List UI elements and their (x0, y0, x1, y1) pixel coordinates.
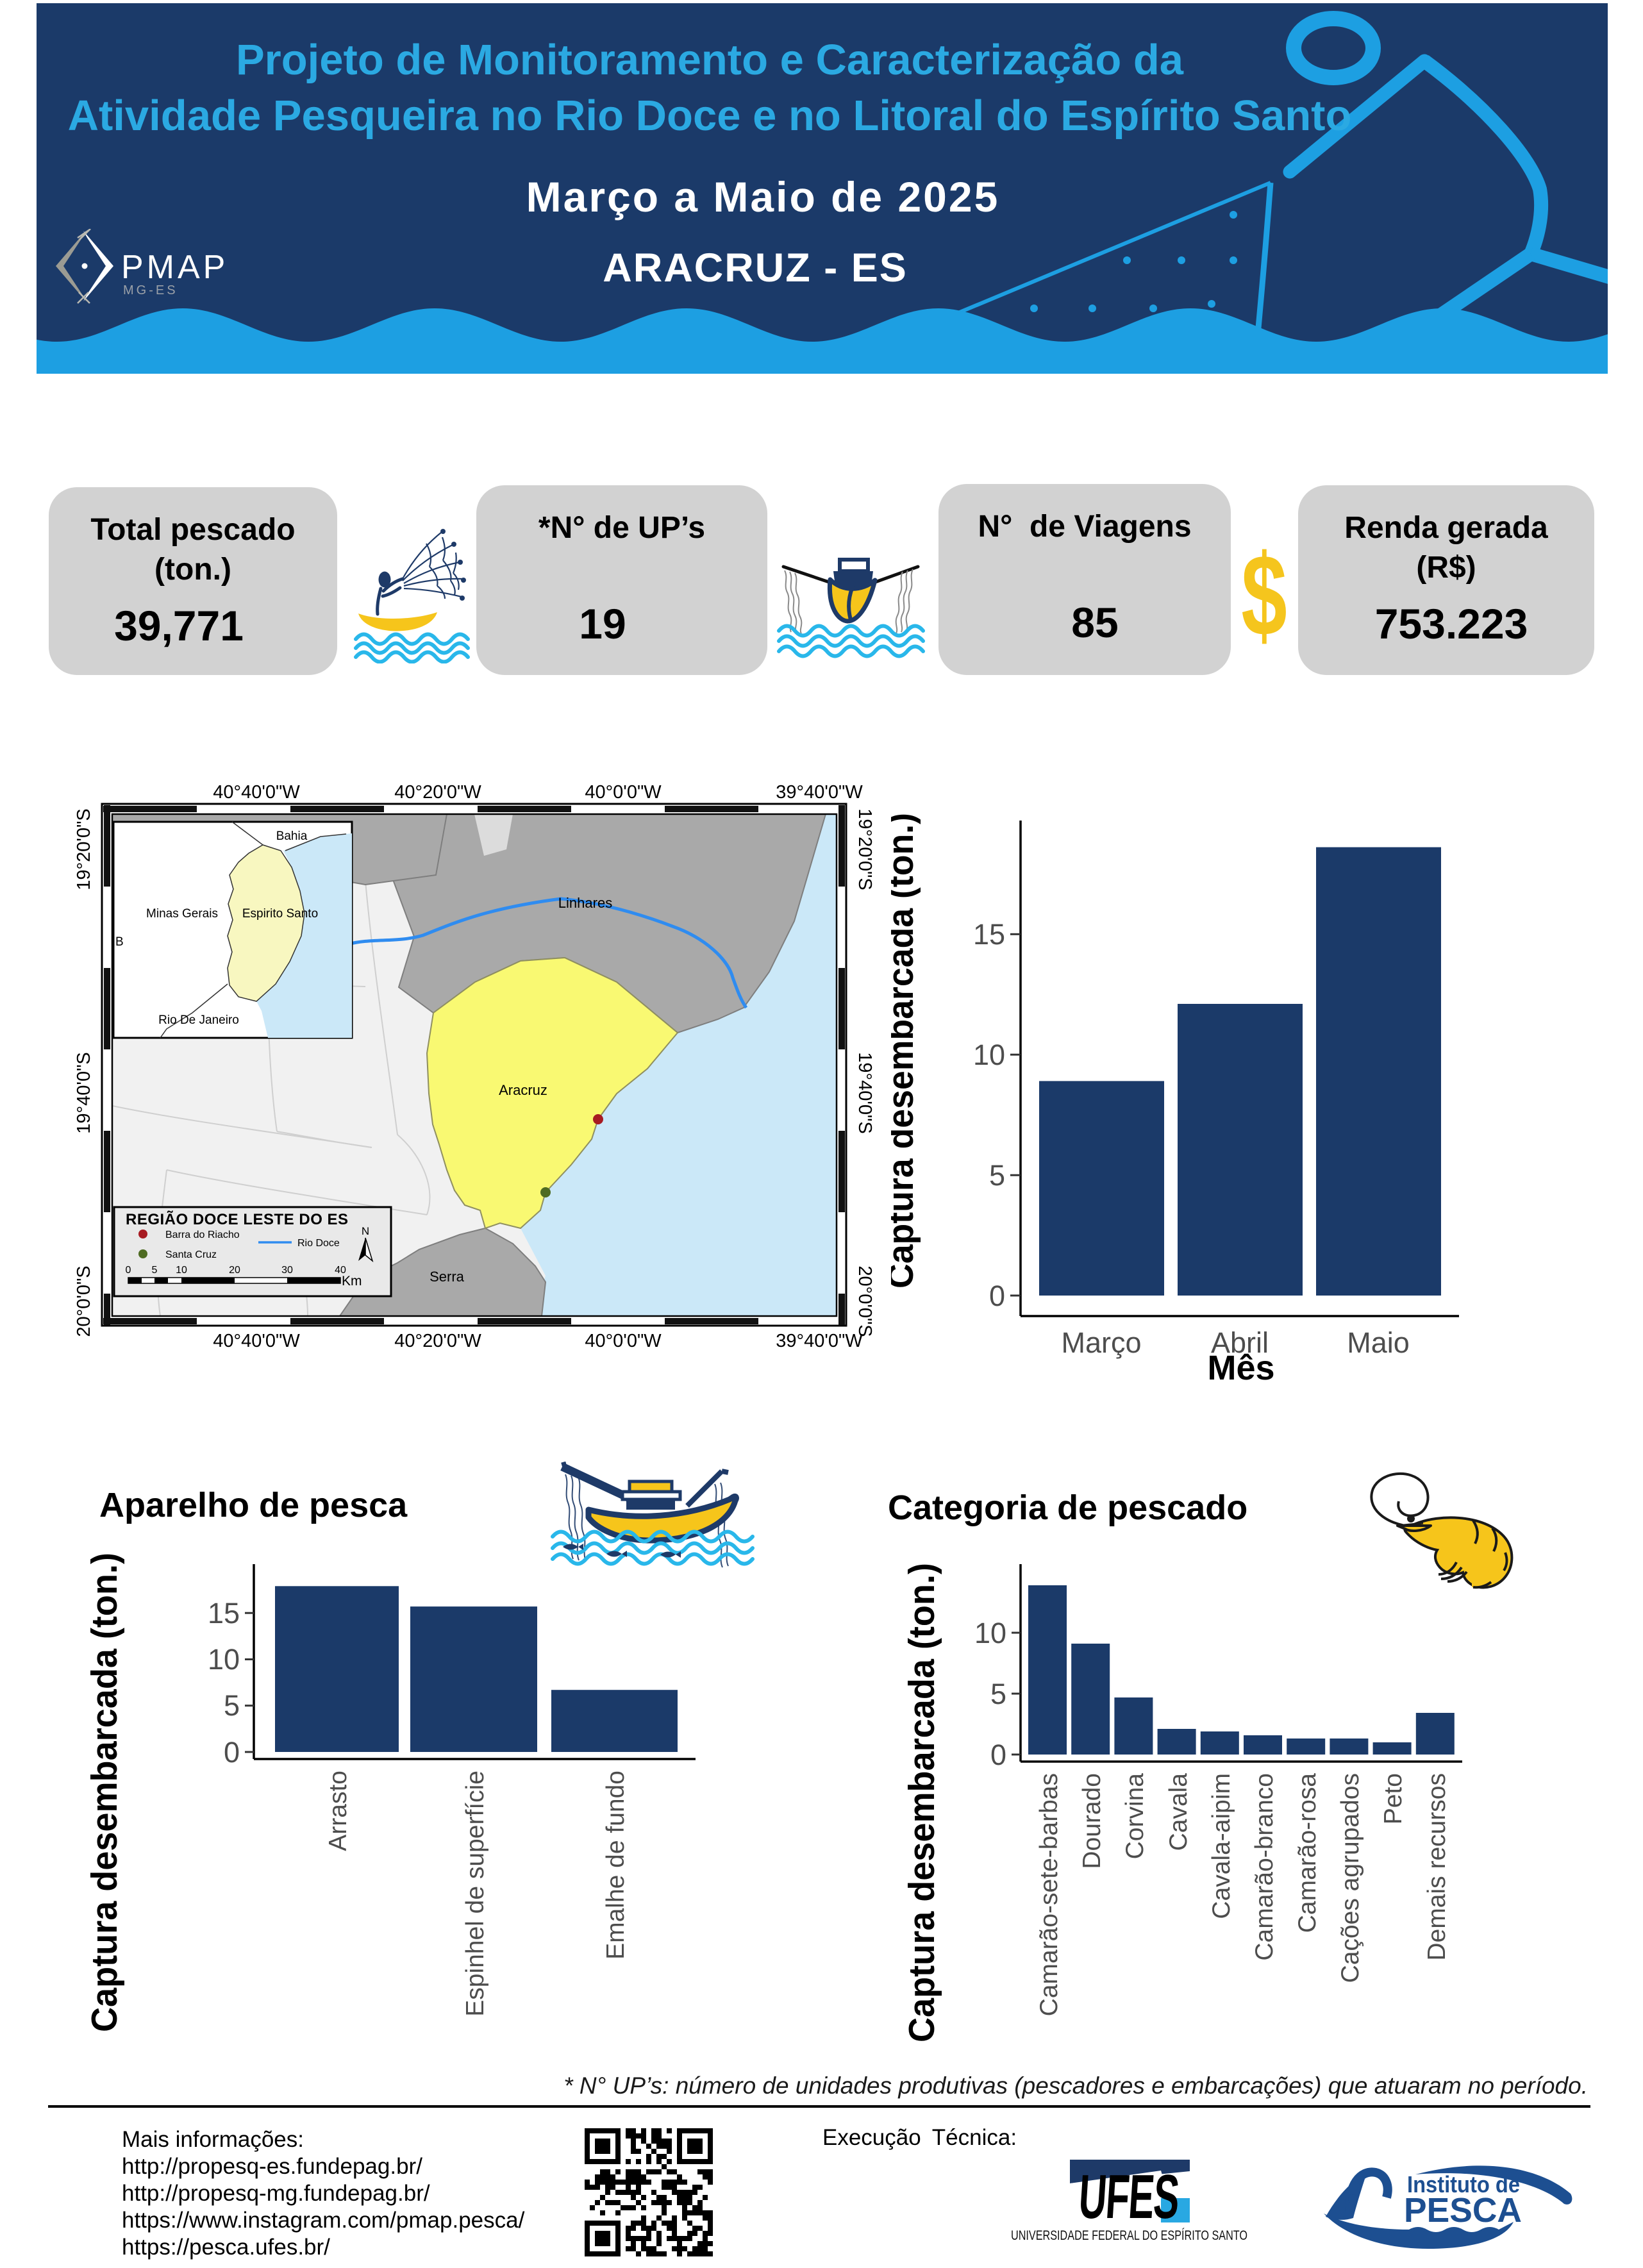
svg-text:Cavala-aipim: Cavala-aipim (1208, 1773, 1235, 1919)
svg-text:Km: Km (342, 1274, 362, 1288)
svg-text:10: 10 (208, 1643, 240, 1676)
svg-text:Barra do Riacho: Barra do Riacho (165, 1230, 240, 1240)
svg-text:40°40'0"W: 40°40'0"W (213, 1331, 300, 1351)
svg-text:Captura desembarcada (ton.): Captura desembarcada (ton.) (891, 813, 921, 1288)
svg-text:10: 10 (973, 1038, 1005, 1071)
svg-text:19°40'0"S: 19°40'0"S (74, 1052, 94, 1133)
svg-text:Rio Doce: Rio Doce (297, 1238, 340, 1249)
svg-text:30: 30 (281, 1265, 293, 1276)
svg-text:Emalhe de fundo: Emalhe de fundo (602, 1771, 630, 1960)
svg-text:REGIÃO DOCE LESTE DO ES: REGIÃO DOCE LESTE DO ES (126, 1210, 349, 1228)
svg-text:Espirito Santo: Espirito Santo (242, 907, 318, 921)
svg-text:Março: Março (1061, 1326, 1141, 1359)
svg-text:Camarão-rosa: Camarão-rosa (1294, 1773, 1321, 1933)
svg-text:Corvina: Corvina (1121, 1773, 1149, 1860)
svg-text:Santa Cruz: Santa Cruz (165, 1249, 217, 1260)
svg-text:40°0'0"W: 40°0'0"W (585, 1331, 662, 1351)
svg-text:Maio: Maio (1347, 1326, 1410, 1359)
svg-text:Espinhel de superfície: Espinhel de superfície (462, 1771, 489, 2017)
svg-text:B: B (115, 935, 124, 949)
svg-text:Camarão-branco: Camarão-branco (1251, 1773, 1278, 1961)
svg-text:MG-ES: MG-ES (123, 283, 178, 297)
svg-text:0: 0 (224, 1736, 240, 1769)
svg-text:0: 0 (990, 1739, 1006, 1771)
svg-text:5: 5 (152, 1265, 158, 1276)
svg-text:PMAP: PMAP (121, 249, 228, 286)
svg-text:Captura desembarcada (ton.): Captura desembarcada (ton.) (84, 1553, 125, 2032)
svg-text:40°20'0"W: 40°20'0"W (394, 782, 481, 803)
svg-text:Abril: Abril (1211, 1326, 1269, 1359)
svg-text:40°0'0"W: 40°0'0"W (585, 782, 662, 803)
svg-text:20°0'0"S: 20°0'0"S (855, 1265, 875, 1337)
svg-text:Linhares: Linhares (558, 895, 612, 911)
svg-text:Instituto de: Instituto de (1407, 2171, 1520, 2197)
svg-text:Cavala: Cavala (1165, 1773, 1192, 1851)
svg-text:Categoria de pescado: Categoria de pescado (888, 1488, 1247, 1527)
svg-text:19°20'0"S: 19°20'0"S (855, 808, 875, 890)
svg-text:Minas Gerais: Minas Gerais (146, 907, 218, 921)
svg-text:40: 40 (335, 1265, 346, 1276)
svg-text:40°40'0"W: 40°40'0"W (213, 782, 300, 803)
svg-text:Aparelho de pesca: Aparelho de pesca (99, 1486, 408, 1524)
svg-text:Arrasto: Arrasto (324, 1771, 352, 1851)
svg-text:19°20'0"S: 19°20'0"S (74, 808, 94, 890)
svg-text:Aracruz: Aracruz (499, 1082, 547, 1098)
svg-text:20: 20 (229, 1265, 240, 1276)
svg-text:N: N (362, 1225, 369, 1237)
svg-text:15: 15 (208, 1597, 240, 1630)
svg-text:UFES: UFES (1077, 2163, 1181, 2232)
svg-text:5: 5 (224, 1689, 240, 1722)
svg-text:PESCA: PESCA (1404, 2191, 1522, 2230)
svg-text:39°40'0"W: 39°40'0"W (776, 1331, 863, 1351)
svg-text:10: 10 (176, 1265, 187, 1276)
svg-text:15: 15 (973, 918, 1005, 951)
svg-text:Captura desembarcada (ton.): Captura desembarcada (ton.) (901, 1563, 942, 2042)
svg-text:Demais recursos: Demais recursos (1423, 1773, 1451, 1961)
svg-text:0: 0 (126, 1265, 131, 1276)
svg-text:Cações agrupados: Cações agrupados (1337, 1773, 1364, 1983)
svg-text:40°20'0"W: 40°20'0"W (394, 1331, 481, 1351)
svg-text:Camarão-sete-barbas: Camarão-sete-barbas (1035, 1773, 1063, 2016)
svg-text:Mês: Mês (1207, 1349, 1274, 1387)
svg-text:Rio De Janeiro: Rio De Janeiro (158, 1013, 239, 1027)
svg-text:UNIVERSIDADE FEDERAL DO ESPÍRI: UNIVERSIDADE FEDERAL DO ESPÍRITO SANTO (1011, 2228, 1247, 2243)
svg-text:5: 5 (990, 1678, 1006, 1710)
svg-text:Dourado: Dourado (1078, 1773, 1106, 1869)
svg-text:20°0'0"S: 20°0'0"S (74, 1265, 94, 1337)
svg-text:0: 0 (989, 1280, 1005, 1312)
svg-text:19°40'0"S: 19°40'0"S (855, 1052, 875, 1133)
svg-text:5: 5 (989, 1159, 1005, 1192)
svg-text:39°40'0"W: 39°40'0"W (776, 782, 863, 803)
svg-text:10: 10 (974, 1617, 1006, 1649)
svg-text:Peto: Peto (1380, 1773, 1407, 1824)
svg-text:Bahia: Bahia (276, 830, 308, 843)
svg-text:Serra: Serra (430, 1269, 465, 1285)
